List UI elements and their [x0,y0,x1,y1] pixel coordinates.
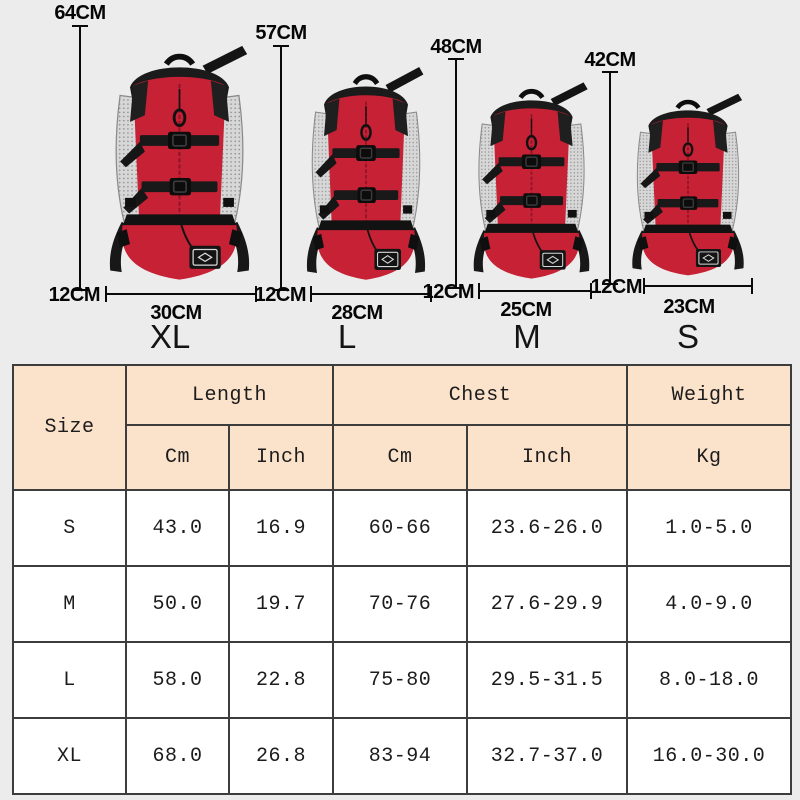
backpack-illustration-xl [97,36,262,292]
cell-chest-cm: 60-66 [332,489,469,567]
cell-chest-inch: 23.6-26.0 [466,489,629,567]
table-row-l: L 58.0 22.8 75-80 29.5-31.5 8.0-18.0 [12,641,793,719]
header-chest-inch: Inch [466,424,629,491]
size-letter-label: S [676,318,699,355]
cell-length-cm: 50.0 [125,565,230,643]
cell-length-inch: 19.7 [227,565,335,643]
cell-length-inch: 16.9 [227,489,335,567]
header-length-inch: Inch [227,424,335,491]
size-letter-label: M [513,318,541,355]
height-dimension-line [602,71,618,285]
product-photo-section: 64CM 12CM 30CM XL 57CM 12CM 28CM L 48CM … [0,0,800,364]
size-chart-table: Size Length Chest Weight Cm Inch Cm Inch… [12,364,793,795]
cell-chest-cm: 83-94 [332,717,469,795]
height-dimension-line [448,58,464,289]
cell-length-cm: 58.0 [125,641,230,719]
height-dimension-label: 64CM [54,2,106,24]
table-row-m: M 50.0 19.7 70-76 27.6-29.9 4.0-9.0 [12,565,793,643]
cell-weight-kg: 1.0-5.0 [626,489,793,567]
width-dimension-label: 25CM [500,299,552,321]
table-row-s: S 43.0 16.9 60-66 23.6-26.0 1.0-5.0 [12,489,793,567]
backpack-illustration-s [622,86,754,285]
height-dimension-label: 57CM [255,22,307,44]
header-weight: Weight [626,364,793,426]
cell-chest-inch: 32.7-37.0 [466,717,629,795]
cell-size: S [12,489,127,567]
height-dimension-label: 48CM [430,36,482,58]
cell-size: L [12,641,127,719]
width-dimension-label: 28CM [331,302,383,324]
cell-size: XL [12,717,127,795]
width-dimension-label: 23CM [663,296,715,318]
height-dimension-line [273,45,289,291]
depth-dimension-label: 12CM [422,281,475,303]
cell-chest-cm: 70-76 [332,565,469,643]
backpack-illustration-m [463,74,600,289]
height-dimension-line [72,25,88,291]
width-dimension-line [478,283,592,299]
cell-length-inch: 26.8 [227,717,335,795]
cell-chest-inch: 29.5-31.5 [466,641,629,719]
header-chest: Chest [332,364,629,426]
size-letter-label: L [337,318,357,355]
cell-weight-kg: 8.0-18.0 [626,641,793,719]
cell-length-cm: 43.0 [125,489,230,567]
cell-length-cm: 68.0 [125,717,230,795]
header-weight-kg: Kg [626,424,793,491]
cell-weight-kg: 16.0-30.0 [626,717,793,795]
depth-dimension-label: 12CM [254,284,307,306]
header-length-cm: Cm [125,424,230,491]
depth-dimension-label: 12CM [590,276,643,298]
depth-dimension-label: 12CM [48,284,101,306]
size-letter-label: XL [149,318,191,355]
width-dimension-line [105,286,257,302]
height-dimension-label: 42CM [584,49,636,71]
width-dimension-label: 30CM [150,302,202,324]
width-dimension-line [643,278,753,294]
cell-weight-kg: 4.0-9.0 [626,565,793,643]
cell-chest-cm: 75-80 [332,641,469,719]
table-row-xl: XL 68.0 26.8 83-94 32.7-37.0 16.0-30.0 [12,717,793,795]
cell-length-inch: 22.8 [227,641,335,719]
header-length: Length [124,364,335,426]
backpack-illustration-l [296,58,436,291]
width-dimension-line [310,286,432,302]
header-size: Size [12,364,127,491]
cell-size: M [12,565,127,643]
header-chest-cm: Cm [332,424,469,491]
cell-chest-inch: 27.6-29.9 [466,565,629,643]
